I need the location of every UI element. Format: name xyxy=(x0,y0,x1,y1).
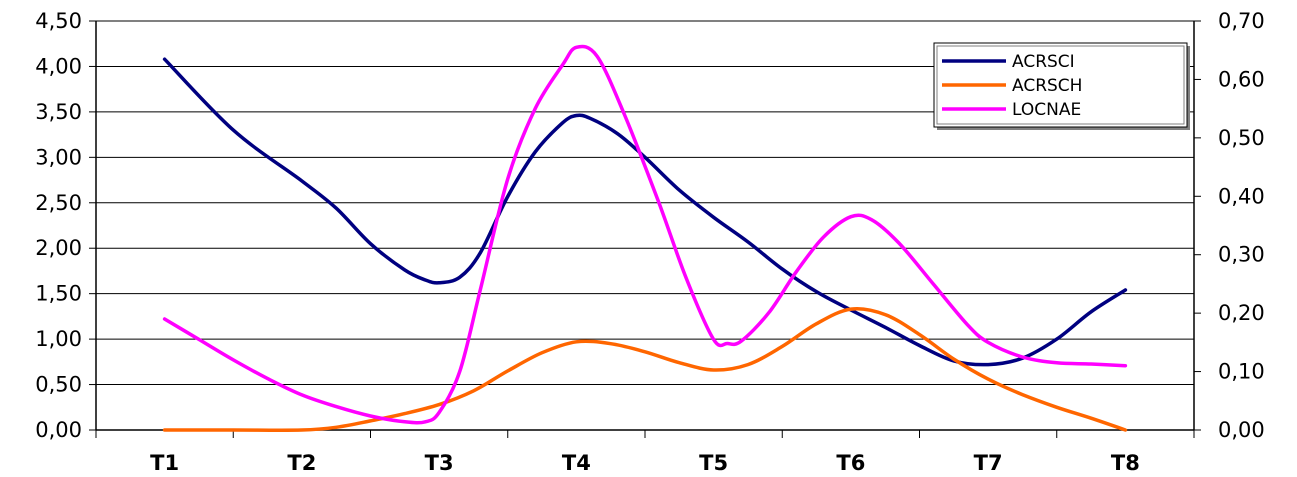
right-tick-label: 0,60 xyxy=(1218,67,1265,91)
x-category-label: T5 xyxy=(699,451,728,475)
left-tick-label: 3,50 xyxy=(35,100,82,124)
x-category-labels: T1 T2 T3 T4 T5 T6 T7 T8 xyxy=(150,451,1140,475)
left-tick-label: 4,00 xyxy=(35,54,82,78)
x-category-label: T3 xyxy=(425,451,454,475)
legend-inner-border xyxy=(936,45,1185,125)
right-tick-label: 0,10 xyxy=(1218,360,1265,384)
right-tick-label: 0,40 xyxy=(1218,184,1265,208)
left-y-tick-labels: 0,00 0,50 1,00 1,50 2,00 2,50 3,00 3,50 4,00 4,50 xyxy=(35,9,96,442)
legend-label: LOCNAE xyxy=(1012,100,1081,120)
right-y-tick-labels: 0,00 0,10 0,20 0,30 0,40 0,50 0,60 0,70 xyxy=(1194,9,1265,442)
series-line-locnae xyxy=(162,44,1128,425)
legend-label: ACRSCI xyxy=(1012,52,1075,72)
x-category-label: T1 xyxy=(150,451,179,475)
x-category-label: T4 xyxy=(562,451,591,475)
x-tick-marks xyxy=(95,430,1195,438)
legend: ACRSCI ACRSCH LOCNAE xyxy=(933,42,1190,130)
left-tick-label: 4,50 xyxy=(35,9,82,33)
left-tick-label: 1,00 xyxy=(35,327,82,351)
series-lines xyxy=(162,44,1128,432)
x-category-label: T7 xyxy=(974,451,1003,475)
left-tick-label: 0,50 xyxy=(35,373,82,397)
right-tick-label: 0,70 xyxy=(1218,9,1265,33)
legend-label: ACRSCH xyxy=(1012,76,1082,96)
x-category-label: T6 xyxy=(836,451,865,475)
x-category-label: T8 xyxy=(1111,451,1140,475)
right-tick-label: 0,20 xyxy=(1218,301,1265,325)
series-line-acrsch xyxy=(162,306,1128,432)
right-tick-label: 0,00 xyxy=(1218,418,1265,442)
left-tick-label: 0,00 xyxy=(35,418,82,442)
right-tick-label: 0,30 xyxy=(1218,243,1265,267)
x-category-label: T2 xyxy=(287,451,316,475)
left-tick-label: 1,50 xyxy=(35,282,82,306)
left-tick-label: 2,50 xyxy=(35,191,82,215)
left-tick-label: 3,00 xyxy=(35,145,82,169)
left-tick-label: 2,00 xyxy=(35,236,82,260)
right-tick-label: 0,50 xyxy=(1218,126,1265,150)
